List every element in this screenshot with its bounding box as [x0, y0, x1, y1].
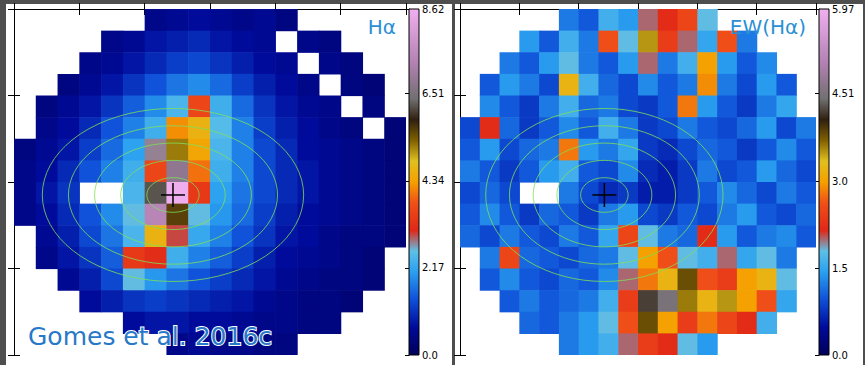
svg-text:5.97: 5.97	[832, 4, 854, 15]
svg-text:0.0: 0.0	[422, 350, 438, 361]
svg-text:6.51: 6.51	[422, 88, 444, 99]
svg-text:Gomes et al. 2016c: Gomes et al. 2016c	[28, 322, 272, 351]
svg-text:8.62: 8.62	[422, 4, 444, 15]
svg-text:3.0: 3.0	[832, 176, 848, 187]
svg-text:2.17: 2.17	[422, 262, 444, 273]
svg-text:EW(Hα): EW(Hα)	[730, 15, 806, 39]
svg-text:0.0: 0.0	[832, 350, 848, 361]
svg-text:1.5: 1.5	[832, 263, 848, 274]
svg-text:Hα: Hα	[368, 15, 396, 39]
svg-text:4.34: 4.34	[422, 175, 444, 186]
svg-text:4.51: 4.51	[832, 88, 854, 99]
